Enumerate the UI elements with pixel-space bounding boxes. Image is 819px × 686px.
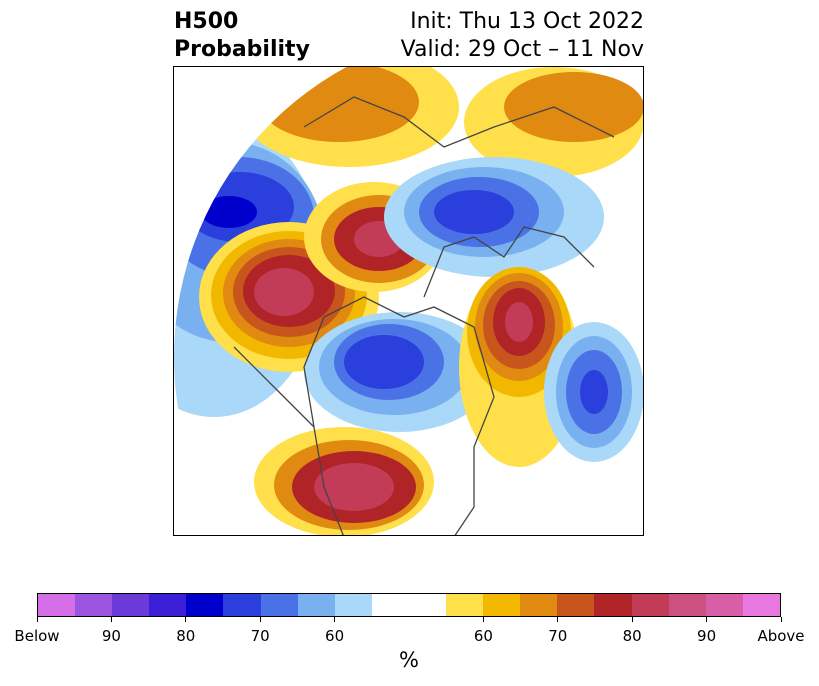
anomaly-siberia-low: [384, 157, 604, 277]
colorbar-segment: [408, 594, 447, 616]
anomaly-canada-low: [304, 312, 494, 432]
colorbar-tick-label: 60: [325, 627, 345, 645]
colorbar-tick: [482, 617, 484, 622]
colorbar-tick: [706, 617, 708, 622]
coastlines: [233, 96, 615, 535]
colorbar-segment: [297, 594, 335, 616]
colorbar-tick-label: Above: [757, 627, 805, 645]
colorbar-segment: [594, 594, 632, 616]
colorbar-tick-label: 90: [697, 627, 717, 645]
anomaly-southwest-high: [254, 427, 434, 535]
colorbar-segment: [557, 594, 595, 616]
colorbar-tick-label: 60: [473, 627, 493, 645]
chart-title-left: H500 Probability: [174, 8, 310, 64]
colorbar-tick-label: 80: [176, 627, 196, 645]
colorbar-segment: [186, 594, 224, 616]
map-panel: [173, 66, 644, 536]
colorbar: [37, 593, 781, 617]
title-variable: H500: [174, 9, 239, 34]
colorbar-segment: [223, 594, 261, 616]
colorbar-tick: [780, 617, 782, 622]
colorbar-segment: [631, 594, 669, 616]
colorbar-tick: [185, 617, 187, 622]
title-init-date: Init: Thu 13 Oct 2022: [410, 9, 644, 34]
colorbar-tick-label: 70: [250, 627, 270, 645]
colorbar-segment: [260, 594, 298, 616]
colorbar-tick-label: 70: [548, 627, 568, 645]
colorbar-tick-label: Below: [14, 627, 60, 645]
colorbar-tick: [259, 617, 261, 622]
colorbar-segment: [742, 594, 780, 616]
title-product: Probability: [174, 37, 310, 62]
colorbar-segment: [705, 594, 743, 616]
anomaly-greenland-high: [459, 267, 579, 467]
colorbar-tick: [36, 617, 38, 622]
colorbar-tick: [631, 617, 633, 622]
colorbar-tick: [334, 617, 336, 622]
colorbar-segment: [38, 594, 76, 616]
colorbar-segment: [668, 594, 706, 616]
colorbar-segment: [112, 594, 150, 616]
colorbar-segment: [334, 594, 372, 616]
probability-map: [174, 67, 643, 535]
colorbar-unit: %: [399, 648, 419, 672]
title-valid-range: Valid: 29 Oct – 11 Nov: [400, 37, 644, 62]
colorbar-segment: [446, 594, 484, 616]
colorbar-tick: [110, 617, 112, 622]
anomaly-arctic-high: [239, 67, 643, 177]
colorbar-segment: [149, 594, 187, 616]
chart-title-right: Init: Thu 13 Oct 2022 Valid: 29 Oct – 11…: [384, 8, 644, 64]
colorbar-tick-label: 80: [622, 627, 642, 645]
colorbar-segment: [483, 594, 521, 616]
colorbar-tick-label: 90: [101, 627, 121, 645]
anomaly-atlantic-low: [544, 322, 643, 462]
colorbar-segment: [520, 594, 558, 616]
colorbar-segment: [371, 594, 409, 616]
colorbar-segment: [75, 594, 113, 616]
colorbar-tick: [557, 617, 559, 622]
